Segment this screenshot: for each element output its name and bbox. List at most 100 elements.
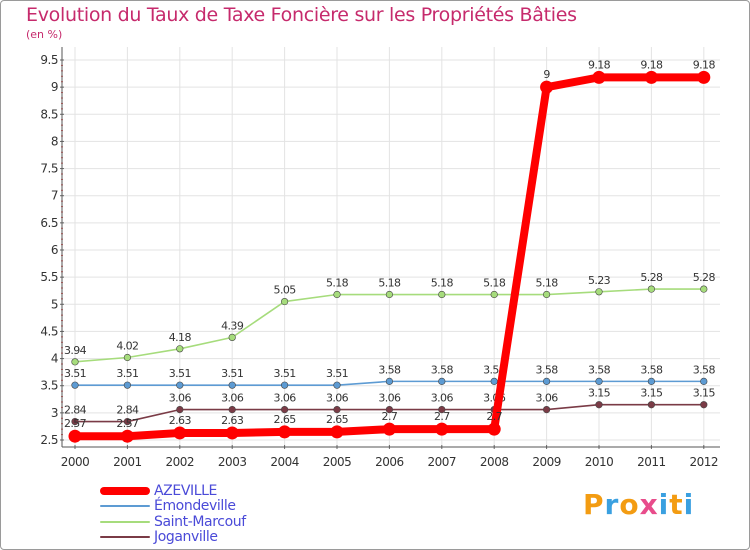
- data-label: 3.51: [116, 367, 138, 380]
- data-point: [647, 285, 656, 293]
- data-point: [71, 381, 79, 389]
- data-label: 2.84: [64, 404, 87, 417]
- data-point: [644, 70, 658, 84]
- y-tick-label: 9: [51, 80, 58, 94]
- data-label: 5.18: [326, 277, 349, 290]
- x-tick-label: 2005: [323, 455, 352, 469]
- data-point: [438, 406, 446, 414]
- data-label: 2.7: [382, 410, 398, 423]
- data-point: [697, 70, 711, 84]
- data-point: [228, 333, 236, 342]
- y-tick-label: 6.5: [40, 216, 58, 230]
- data-label: 5.23: [588, 274, 611, 287]
- x-tick-label: 2002: [166, 455, 195, 469]
- data-point: [228, 406, 236, 414]
- data-point: [542, 377, 551, 385]
- logo-letter: x: [639, 488, 659, 521]
- x-tick-label: 2009: [532, 455, 561, 469]
- legend-item-saint-marcouf: Saint-Marcouf: [100, 514, 246, 530]
- data-label: 5.18: [378, 277, 401, 290]
- data-label: 5.18: [483, 277, 506, 290]
- data-point: [385, 406, 394, 414]
- data-label: 3.51: [64, 367, 86, 380]
- data-label: 2.65: [326, 413, 349, 426]
- data-point: [385, 290, 394, 299]
- plot-area: [62, 47, 720, 447]
- legend-swatch: [100, 505, 150, 508]
- data-label: 9: [543, 68, 550, 81]
- data-label: 3.06: [274, 392, 297, 405]
- legend-swatch: [100, 536, 150, 539]
- logo-letter: P: [583, 488, 605, 521]
- data-point: [123, 353, 131, 362]
- y-tick-label: 5.5: [40, 270, 58, 284]
- x-tick-label: 2001: [113, 455, 142, 469]
- data-point: [700, 285, 708, 293]
- data-point: [700, 401, 708, 409]
- data-point: [173, 426, 187, 440]
- legend-label: Saint-Marcouf: [154, 513, 246, 530]
- y-tick-label: 7: [51, 189, 58, 203]
- data-label: 3.51: [326, 367, 348, 380]
- x-tick-label: 2010: [585, 455, 614, 469]
- y-tick-label: 6: [51, 243, 58, 257]
- data-label: 3.15: [640, 387, 663, 400]
- data-point: [595, 288, 603, 296]
- y-tick-label: 8.5: [40, 107, 58, 121]
- data-label: 4.39: [221, 319, 244, 332]
- data-label: 9.18: [693, 58, 716, 71]
- data-point: [123, 417, 131, 426]
- data-label: 4.02: [116, 339, 138, 352]
- data-point: [71, 417, 79, 426]
- data-label: 2.65: [274, 413, 297, 426]
- data-point: [438, 377, 446, 385]
- y-tick-label: 5: [51, 297, 58, 311]
- data-point: [490, 377, 498, 385]
- logo-letter: t: [669, 488, 684, 521]
- x-tick-label: 2011: [637, 455, 666, 469]
- data-point: [330, 425, 344, 439]
- logo-letter: i: [683, 488, 695, 521]
- data-label: 3.06: [378, 392, 401, 405]
- data-label: 3.51: [169, 367, 191, 380]
- data-point: [542, 406, 551, 414]
- data-point: [542, 290, 551, 299]
- logo-letter: o: [619, 488, 640, 521]
- data-point: [228, 381, 236, 389]
- logo-letter: i: [658, 488, 670, 521]
- logo-letter: r: [604, 488, 620, 521]
- data-point: [120, 429, 134, 443]
- x-tick-label: 2012: [690, 455, 719, 469]
- legend-swatch: [100, 486, 150, 495]
- data-point: [333, 290, 341, 299]
- y-tick-label: 3: [51, 406, 58, 420]
- data-point: [123, 381, 131, 389]
- data-label: 3.58: [588, 363, 611, 376]
- data-point: [490, 290, 498, 299]
- data-label: 3.94: [64, 344, 87, 357]
- y-tick-label: 9.5: [40, 53, 58, 67]
- data-point: [333, 381, 341, 389]
- legend-label: Joganville: [154, 529, 218, 546]
- x-tick-label: 2000: [61, 455, 90, 469]
- data-label: 5.28: [640, 271, 663, 284]
- data-label: 2.7: [434, 410, 450, 423]
- y-tick-label: 8: [51, 134, 58, 148]
- data-label: 3.58: [640, 363, 663, 376]
- data-point: [385, 377, 394, 385]
- data-label: 2.57: [116, 417, 139, 430]
- data-label: 9.18: [588, 58, 611, 71]
- legend-swatch: [100, 520, 150, 523]
- data-point: [592, 70, 606, 84]
- data-label: 3.15: [693, 387, 716, 400]
- legend-item-émondeville: Émondeville: [100, 498, 246, 514]
- data-label: 3.51: [221, 367, 243, 380]
- data-point: [382, 422, 396, 436]
- x-tick-label: 2004: [270, 455, 299, 469]
- data-label: 5.18: [536, 277, 559, 290]
- data-point: [281, 297, 289, 306]
- data-point: [281, 381, 289, 389]
- data-point: [278, 425, 292, 439]
- y-tick-label: 4.5: [40, 324, 58, 338]
